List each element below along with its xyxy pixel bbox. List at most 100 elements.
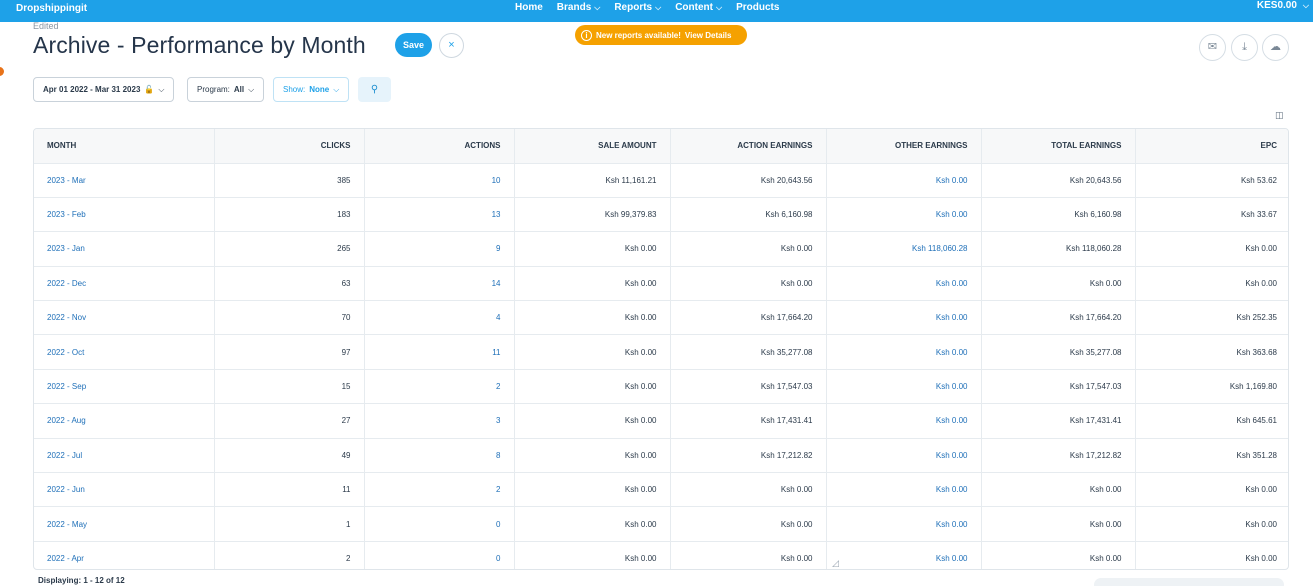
- cell-actions-link[interactable]: 11: [364, 334, 515, 370]
- cell-month-link[interactable]: 2022 - Nov: [34, 300, 215, 336]
- cell-month-link[interactable]: 2023 - Jan: [34, 231, 215, 267]
- cell-clicks: 97: [214, 334, 365, 370]
- cell-sale-amount: Ksh 0.00: [514, 506, 671, 542]
- top-nav-bar: Dropshippingit Home Brands ⌵ Reports ⌵ Con…: [0, 0, 1313, 22]
- program-filter[interactable]: Program: All ⌵: [187, 77, 265, 102]
- table-row: 2022 - Jul 49 8 Ksh 0.00 Ksh 17,212.82 Ksh 0.…: [34, 438, 1288, 474]
- column-header-clicks[interactable]: CLICKS: [214, 129, 365, 164]
- cell-month-link[interactable]: 2022 - Aug: [34, 403, 215, 439]
- cell-month-link[interactable]: 2022 - May: [34, 506, 215, 542]
- table-row: 2022 - Sep 15 2 Ksh 0.00 Ksh 17,547.03 Ksh 0.…: [34, 369, 1288, 405]
- nav-label: Products: [736, 2, 780, 13]
- cell-other-earnings-link[interactable]: Ksh 0.00: [826, 197, 982, 233]
- cell-total-earnings: Ksh 118,060.28: [981, 231, 1136, 267]
- cell-actions-link[interactable]: 0: [364, 541, 515, 569]
- download-icon[interactable]: ⤓: [1231, 34, 1258, 61]
- cell-epc: Ksh 0.00: [1135, 231, 1288, 267]
- search-button[interactable]: ⚲: [358, 77, 391, 102]
- cell-month-link[interactable]: 2022 - Jun: [34, 472, 215, 508]
- cloud-download-icon[interactable]: ☁: [1262, 34, 1289, 61]
- date-range-picker[interactable]: Apr 01 2022 - Mar 31 2023 🔓 ⌵: [33, 77, 175, 102]
- nav-home[interactable]: Home: [515, 0, 543, 16]
- cell-other-earnings-link[interactable]: Ksh 0.00: [826, 266, 982, 302]
- cell-action-earnings: Ksh 0.00: [670, 472, 827, 508]
- cell-actions-link[interactable]: 2: [364, 472, 515, 508]
- cell-total-earnings: Ksh 6,160.98: [981, 197, 1136, 233]
- cell-clicks: 27: [214, 403, 365, 439]
- table-body: 2023 - Mar 385 10 Ksh 11,161.21 Ksh 20,643.5…: [34, 163, 1288, 569]
- cell-clicks: 183: [214, 197, 365, 233]
- column-header-other-earnings[interactable]: OTHER EARNINGS: [826, 129, 982, 164]
- cell-other-earnings-link[interactable]: Ksh 0.00: [826, 369, 982, 405]
- cell-month-link[interactable]: 2022 - Apr: [34, 541, 215, 569]
- cell-actions-link[interactable]: 9: [364, 231, 515, 267]
- cell-month-link[interactable]: 2022 - Oct: [34, 334, 215, 370]
- view-details-link[interactable]: View Details: [684, 30, 732, 40]
- cell-total-earnings: Ksh 0.00: [981, 472, 1136, 508]
- cell-other-earnings-link[interactable]: Ksh 0.00: [826, 300, 982, 336]
- nav-products[interactable]: Products: [736, 0, 779, 16]
- cell-actions-link[interactable]: 4: [364, 300, 515, 336]
- column-settings-icon[interactable]: ◫: [1275, 110, 1284, 120]
- cell-total-earnings: Ksh 17,664.20: [981, 300, 1136, 336]
- cell-month-link[interactable]: 2022 - Dec: [34, 266, 215, 302]
- cell-month-link[interactable]: 2023 - Mar: [34, 163, 215, 198]
- cell-other-earnings-link[interactable]: Ksh 0.00: [826, 438, 982, 474]
- cell-sale-amount: Ksh 0.00: [514, 403, 671, 439]
- cell-other-earnings-link[interactable]: Ksh 0.00: [826, 541, 982, 569]
- cell-other-earnings-link[interactable]: Ksh 118,060.28: [826, 231, 982, 267]
- cell-action-earnings: Ksh 0.00: [670, 266, 827, 302]
- side-indicator-dot[interactable]: [0, 67, 4, 76]
- cell-other-earnings-link[interactable]: Ksh 0.00: [826, 472, 982, 508]
- chevron-down-icon: ⌵: [715, 3, 723, 12]
- chevron-down-icon: ⌵: [158, 84, 165, 94]
- date-range-value: Apr 01 2022 - Mar 31 2023: [43, 85, 141, 94]
- cell-month-link[interactable]: 2022 - Sep: [34, 369, 215, 405]
- cell-other-earnings-link[interactable]: Ksh 0.00: [826, 334, 982, 370]
- cell-actions-link[interactable]: 0: [364, 506, 515, 542]
- nav-content[interactable]: Content ⌵: [675, 0, 722, 16]
- cell-actions-link[interactable]: 8: [364, 438, 515, 474]
- cell-actions-link[interactable]: 10: [364, 163, 515, 198]
- new-reports-banner[interactable]: i New reports available! View Details: [575, 25, 747, 45]
- cell-other-earnings-link[interactable]: Ksh 0.00: [826, 403, 982, 439]
- cell-actions-link[interactable]: 14: [364, 266, 515, 302]
- cell-actions-link[interactable]: 3: [364, 403, 515, 439]
- resize-handle-icon[interactable]: ◿: [832, 558, 839, 568]
- cell-actions-link[interactable]: 13: [364, 197, 515, 233]
- cell-month-link[interactable]: 2023 - Feb: [34, 197, 215, 233]
- brand-name[interactable]: Dropshippingit: [16, 3, 88, 14]
- save-button[interactable]: Save: [395, 33, 432, 57]
- nav-reports[interactable]: Reports ⌵: [614, 0, 661, 16]
- column-header-total-earnings[interactable]: TOTAL EARNINGS: [981, 129, 1136, 164]
- cell-sale-amount: Ksh 0.00: [514, 541, 671, 569]
- column-header-epc[interactable]: EPC: [1135, 129, 1288, 164]
- cell-action-earnings: Ksh 0.00: [670, 231, 827, 267]
- cell-actions-link[interactable]: 2: [364, 369, 515, 405]
- close-icon[interactable]: ×: [439, 33, 464, 58]
- table-row: 2023 - Feb 183 13 Ksh 99,379.83 Ksh 6,160.98…: [34, 197, 1288, 233]
- column-header-actions[interactable]: ACTIONS: [364, 129, 515, 164]
- show-value: None: [309, 85, 330, 94]
- cell-epc: Ksh 0.00: [1135, 541, 1288, 569]
- main-nav: Home Brands ⌵ Reports ⌵ Content ⌵ Products: [515, 0, 779, 16]
- show-filter[interactable]: Show: None ⌵: [273, 77, 350, 102]
- column-header-action-earnings[interactable]: ACTION EARNINGS: [670, 129, 827, 164]
- cell-other-earnings-link[interactable]: Ksh 0.00: [826, 163, 982, 198]
- cell-total-earnings: Ksh 17,547.03: [981, 369, 1136, 405]
- floating-panel[interactable]: [1094, 578, 1284, 586]
- account-balance[interactable]: KES0.00 ⌵: [1257, 0, 1309, 12]
- cell-epc: Ksh 351.28: [1135, 438, 1288, 474]
- cell-clicks: 2: [214, 541, 365, 569]
- column-header-sale-amount[interactable]: SALE AMOUNT: [514, 129, 671, 164]
- cell-clicks: 11: [214, 472, 365, 508]
- cell-other-earnings-link[interactable]: Ksh 0.00: [826, 506, 982, 542]
- cell-month-link[interactable]: 2022 - Jul: [34, 438, 215, 474]
- table-row: 2022 - Oct 97 11 Ksh 0.00 Ksh 35,277.08 Ksh 0…: [34, 334, 1288, 370]
- nav-brands[interactable]: Brands ⌵: [557, 0, 601, 16]
- column-header-month[interactable]: MONTH: [34, 129, 215, 164]
- email-icon[interactable]: ✉: [1199, 34, 1226, 61]
- page-title: Archive - Performance by Month: [33, 32, 366, 58]
- cell-total-earnings: Ksh 0.00: [981, 266, 1136, 302]
- program-value: All: [233, 85, 245, 94]
